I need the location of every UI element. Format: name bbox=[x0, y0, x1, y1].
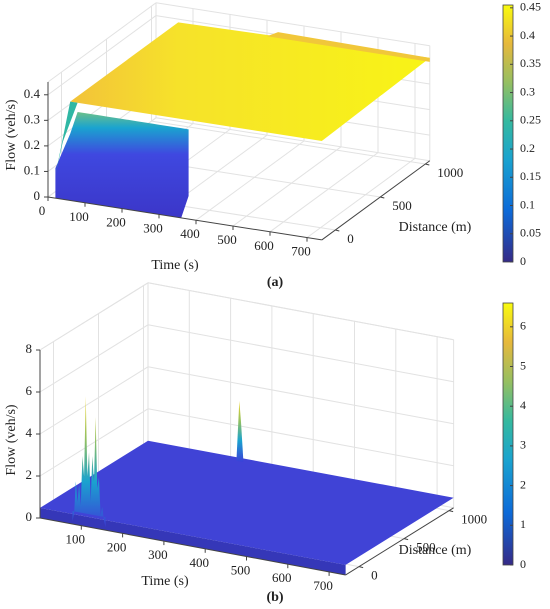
grid-line bbox=[195, 140, 305, 221]
y-axis bbox=[321, 160, 431, 241]
x-tick-label: 100 bbox=[66, 532, 86, 547]
z-tick-label: 0 bbox=[34, 188, 41, 203]
x-tick-label: 600 bbox=[254, 238, 274, 253]
surface-ridge bbox=[267, 32, 430, 62]
z-tick-label: 0.4 bbox=[24, 86, 41, 101]
y-tick bbox=[335, 229, 340, 232]
grid-line bbox=[155, 117, 430, 162]
x-tick-label: 500 bbox=[217, 232, 237, 247]
surface-base bbox=[40, 440, 454, 565]
x-tick-label: 200 bbox=[107, 539, 127, 554]
x-axis bbox=[47, 196, 322, 241]
grid-line bbox=[39, 366, 149, 435]
x-tick-label: 500 bbox=[231, 562, 251, 577]
colorbar-tick-label: 4 bbox=[520, 398, 526, 412]
surface-top bbox=[70, 22, 430, 142]
grid-line bbox=[269, 152, 379, 233]
x-tick-label: 300 bbox=[143, 220, 163, 235]
colorbar-tick-label: 0.45 bbox=[520, 0, 541, 14]
colorbar-tick-label: 0 bbox=[520, 557, 526, 571]
x-tick-label: 400 bbox=[180, 226, 200, 241]
grid-line bbox=[232, 146, 342, 227]
x-tick-label: 600 bbox=[272, 570, 292, 585]
x-tick-label: 700 bbox=[291, 244, 311, 259]
y-tick bbox=[380, 196, 385, 199]
caption: (a) bbox=[267, 275, 284, 290]
z-tick-label: 0.3 bbox=[24, 111, 40, 126]
z-tick-label: 8 bbox=[26, 341, 33, 356]
z-tick-label: 0.1 bbox=[24, 162, 40, 177]
colorbar-tick-label: 0 bbox=[520, 254, 526, 268]
colorbar bbox=[502, 302, 514, 566]
colorbar-tick-label: 0.15 bbox=[520, 169, 541, 183]
grid-line bbox=[39, 408, 149, 477]
colorbar-tick-label: 0.25 bbox=[520, 113, 541, 127]
grid-line bbox=[147, 408, 454, 467]
y-axis-label: Distance (m) bbox=[399, 220, 472, 235]
box-edge bbox=[47, 2, 157, 83]
box-edge bbox=[155, 2, 430, 47]
caption: (b) bbox=[266, 590, 283, 605]
colorbar-tick-label: 0.05 bbox=[520, 226, 541, 240]
x-tick-label: 100 bbox=[69, 209, 89, 224]
y-axis bbox=[345, 507, 454, 576]
z-tick-label: 0 bbox=[26, 509, 33, 524]
colorbar-tick-label: 0.2 bbox=[520, 141, 535, 155]
grid-line bbox=[47, 15, 157, 96]
z-tick-label: 4 bbox=[26, 425, 33, 440]
grid-line bbox=[147, 324, 454, 383]
y-tick bbox=[403, 538, 409, 541]
grid-line bbox=[151, 120, 426, 165]
box-edge bbox=[147, 282, 454, 341]
z-tick-label: 0.2 bbox=[24, 137, 40, 152]
box-edge bbox=[39, 282, 149, 351]
x-tick-label: 300 bbox=[148, 547, 168, 562]
colorbar bbox=[502, 4, 514, 263]
z-axis-label: Flow (veh/s) bbox=[4, 404, 19, 476]
grid-line bbox=[39, 324, 149, 393]
y-axis-label: Distance (m) bbox=[399, 543, 472, 558]
x-tick-label: 700 bbox=[313, 578, 333, 593]
colorbar-tick-label: 1 bbox=[520, 517, 526, 531]
colorbar-tick-label: 0.3 bbox=[520, 84, 535, 98]
colorbar-tick-label: 0.1 bbox=[520, 197, 535, 211]
colorbar-tick-label: 6 bbox=[520, 319, 526, 333]
grid-line bbox=[147, 366, 454, 425]
colorbar-tick-label: 3 bbox=[520, 438, 526, 452]
y-tick-label: 0 bbox=[371, 568, 378, 583]
surface-spike bbox=[236, 400, 244, 463]
z-axis-label: Flow (veh/s) bbox=[4, 99, 19, 171]
z-tick-label: 6 bbox=[26, 383, 33, 398]
x-tick-label: 400 bbox=[189, 555, 209, 570]
x-axis bbox=[39, 517, 346, 576]
y-tick-label: 500 bbox=[392, 198, 412, 213]
y-tick bbox=[448, 510, 454, 513]
grid-line bbox=[306, 157, 416, 239]
colorbar-tick-label: 5 bbox=[520, 358, 526, 372]
x-tick-label: 200 bbox=[106, 215, 126, 230]
y-tick-label: 1000 bbox=[461, 512, 487, 527]
surface-front bbox=[40, 507, 346, 575]
x-tick-label: 0 bbox=[39, 203, 46, 218]
x-axis-label: Time (s) bbox=[151, 258, 199, 273]
colorbar-tick-label: 0.35 bbox=[520, 56, 541, 70]
surface-spike bbox=[72, 396, 106, 528]
z-tick-label: 2 bbox=[26, 467, 33, 482]
y-tick-label: 500 bbox=[416, 540, 436, 555]
colorbar-tick-label: 2 bbox=[520, 477, 526, 491]
y-tick-label: 1000 bbox=[437, 165, 463, 180]
y-tick bbox=[425, 163, 430, 166]
colorbar-tick-label: 0.4 bbox=[520, 28, 535, 42]
y-tick-label: 0 bbox=[347, 231, 354, 246]
surface-front bbox=[55, 111, 189, 218]
y-tick bbox=[358, 566, 364, 569]
x-axis-label: Time (s) bbox=[141, 574, 189, 589]
